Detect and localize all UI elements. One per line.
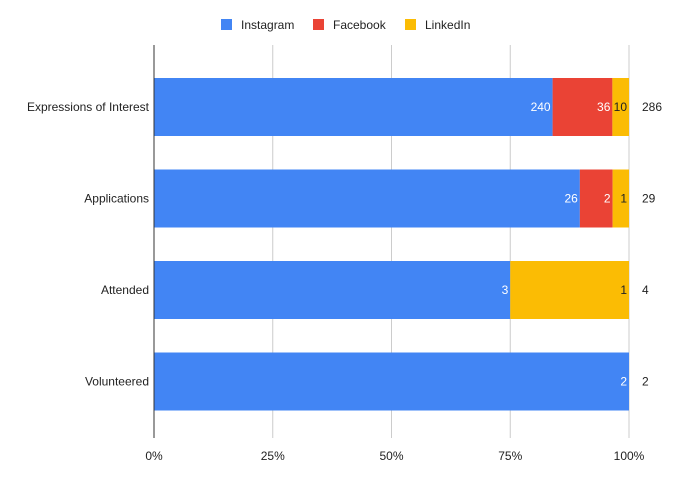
- total-label-expressions-of-interest: 286: [642, 100, 662, 114]
- legend-swatch-linkedin: [405, 19, 416, 30]
- x-tick-label-0: 0%: [145, 449, 163, 463]
- y-tick-label-applications: Applications: [84, 192, 149, 206]
- axes: 0% 25% 50% 75% 100% Expressions of Interest 28…: [27, 45, 662, 463]
- bar-attended-instagram: [154, 261, 511, 319]
- x-tick-label-50: 50%: [379, 449, 403, 463]
- bar-expressions-of-interest-facebook: [552, 78, 613, 136]
- bar-applications-facebook: [579, 169, 613, 228]
- y-tick-label-attended: Attended: [101, 283, 149, 297]
- data-label-expressions-of-interest-facebook: 36: [597, 100, 611, 114]
- data-label-applications-instagram: 26: [565, 192, 579, 206]
- total-label-attended: 4: [642, 283, 649, 297]
- legend-swatch-instagram: [221, 19, 232, 30]
- bar-expressions-of-interest-instagram: [154, 78, 553, 136]
- data-label-expressions-of-interest-instagram: 240: [531, 100, 551, 114]
- bar-applications-linkedin: [612, 169, 629, 228]
- x-tick-label-100: 100%: [614, 449, 645, 463]
- bar-expressions-of-interest-linkedin: [612, 78, 629, 136]
- legend-label-facebook: Facebook: [333, 18, 387, 32]
- bar-applications-instagram: [154, 169, 580, 228]
- y-tick-label-volunteered: Volunteered: [85, 375, 149, 389]
- data-label-attended-linkedin: 1: [620, 283, 627, 297]
- total-label-volunteered: 2: [642, 375, 649, 389]
- x-tick-label-75: 75%: [498, 449, 522, 463]
- data-label-expressions-of-interest-linkedin: 10: [614, 100, 628, 114]
- legend: Instagram Facebook LinkedIn: [221, 18, 470, 32]
- data-label-applications-linkedin: 1: [620, 192, 627, 206]
- data-label-attended-instagram: 3: [502, 283, 509, 297]
- y-tick-label-expressions-of-interest: Expressions of Interest: [27, 100, 150, 114]
- data-label-volunteered-instagram: 2: [620, 375, 627, 389]
- total-label-applications: 29: [642, 192, 656, 206]
- bar-volunteered-instagram: [154, 352, 629, 411]
- legend-label-linkedin: LinkedIn: [425, 18, 470, 32]
- x-tick-label-25: 25%: [261, 449, 285, 463]
- data-label-applications-facebook: 2: [604, 192, 611, 206]
- bar-attended-linkedin: [510, 261, 629, 319]
- legend-swatch-facebook: [313, 19, 324, 30]
- legend-label-instagram: Instagram: [241, 18, 294, 32]
